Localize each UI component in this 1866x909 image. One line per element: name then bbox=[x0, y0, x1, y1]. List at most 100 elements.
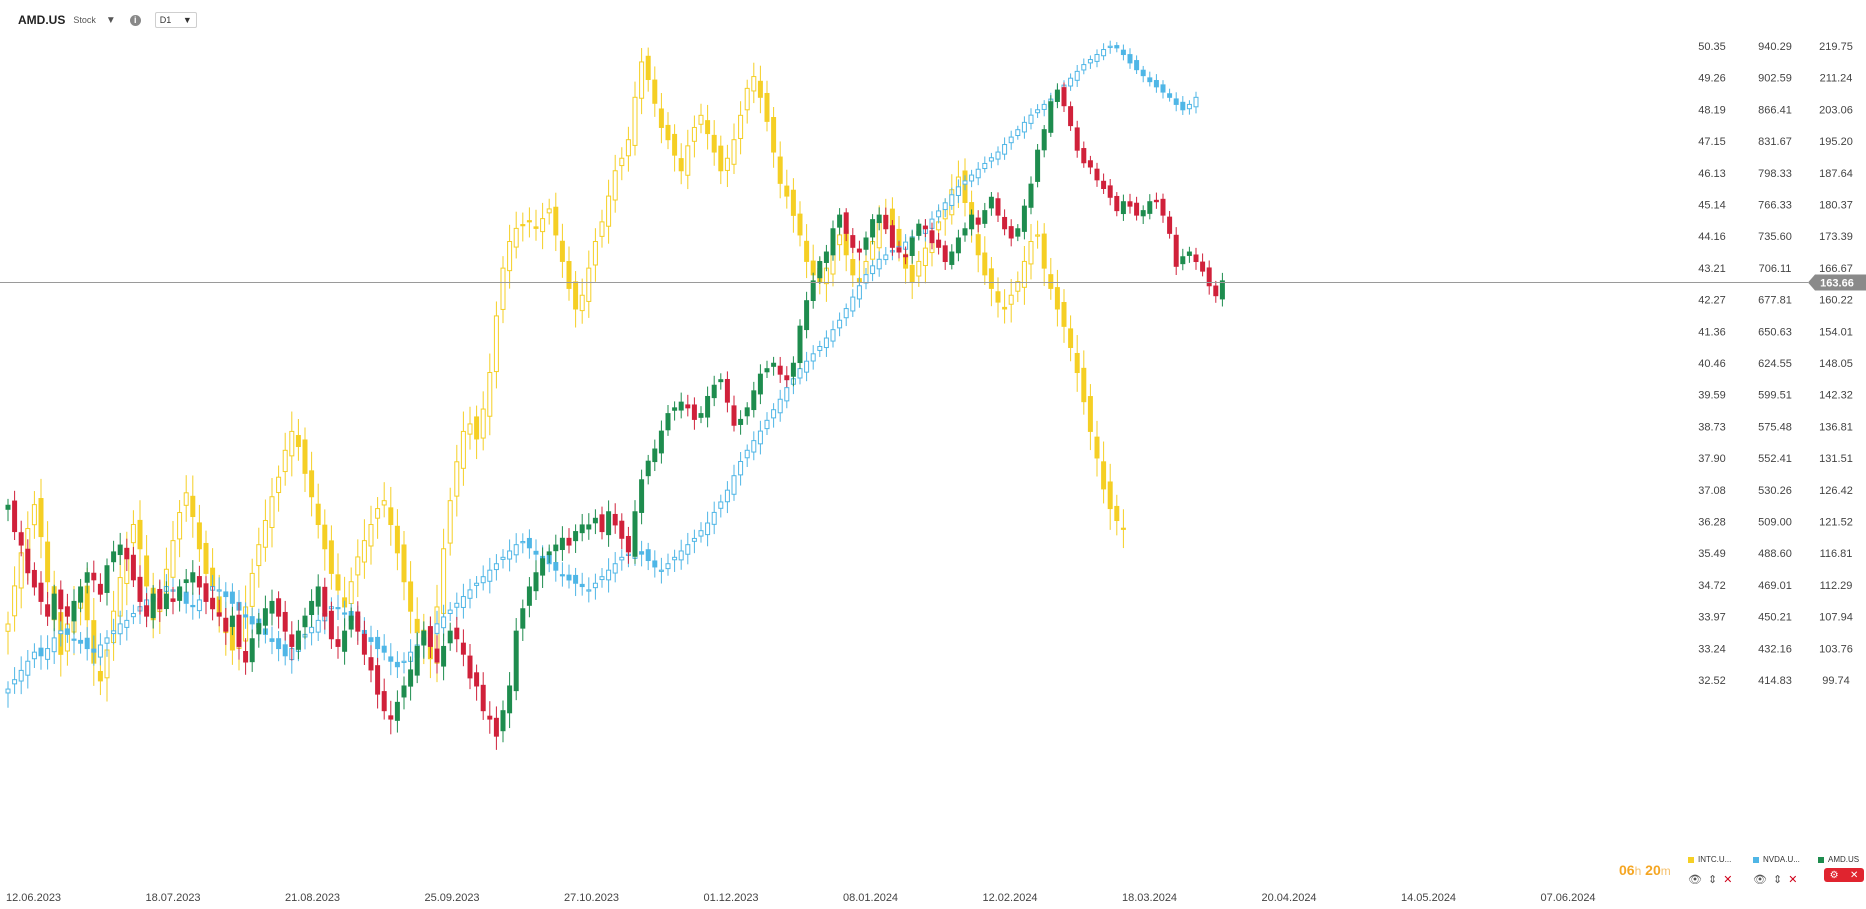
candle bbox=[606, 500, 612, 547]
candle bbox=[975, 210, 981, 233]
candle bbox=[718, 373, 724, 390]
candle bbox=[328, 601, 334, 649]
candle bbox=[843, 208, 849, 242]
candle bbox=[91, 635, 97, 666]
settings-icon[interactable]: ⚙ bbox=[1829, 869, 1839, 881]
intc-axis-tick: 47.15 bbox=[1698, 136, 1726, 148]
candle bbox=[1153, 192, 1159, 209]
candle bbox=[454, 592, 460, 620]
candle bbox=[619, 513, 625, 550]
candle bbox=[949, 244, 955, 270]
candle bbox=[685, 129, 691, 190]
candle bbox=[817, 340, 823, 358]
reorder-icon[interactable]: ⇕ bbox=[1772, 874, 1783, 886]
candle bbox=[78, 631, 84, 654]
candle bbox=[850, 289, 856, 317]
eye-icon[interactable]: 👁 bbox=[1753, 874, 1767, 886]
candle bbox=[757, 364, 763, 405]
candle bbox=[665, 112, 671, 150]
candle bbox=[328, 525, 334, 590]
candle bbox=[757, 65, 763, 114]
candle bbox=[474, 405, 480, 460]
candle bbox=[177, 579, 183, 612]
close-icon[interactable]: ✕ bbox=[1849, 869, 1859, 881]
reorder-icon[interactable]: ⇕ bbox=[1707, 874, 1718, 886]
candle bbox=[751, 62, 757, 104]
candle bbox=[982, 236, 988, 285]
candle bbox=[790, 178, 796, 233]
candle bbox=[724, 144, 730, 188]
symbol-dropdown-icon[interactable]: ▼ bbox=[105, 14, 116, 26]
candle bbox=[685, 394, 691, 417]
date-tick: 18.07.2023 bbox=[146, 892, 201, 904]
candle bbox=[243, 638, 249, 675]
candle bbox=[421, 621, 427, 659]
candle bbox=[988, 256, 994, 307]
candle bbox=[388, 700, 394, 735]
legend-intc-controls: 👁 ⇕ ✕ bbox=[1688, 873, 1738, 886]
candle bbox=[467, 578, 473, 609]
candle bbox=[1087, 55, 1093, 69]
candle bbox=[1028, 176, 1034, 215]
candle bbox=[586, 513, 592, 540]
candle bbox=[408, 656, 414, 701]
candle bbox=[381, 482, 387, 518]
candle bbox=[566, 564, 572, 589]
candle bbox=[942, 198, 948, 218]
eye-icon[interactable]: 👁 bbox=[1688, 874, 1702, 886]
candle bbox=[1134, 55, 1140, 74]
candle bbox=[691, 529, 697, 554]
candle bbox=[817, 256, 823, 284]
candle bbox=[790, 356, 796, 387]
candle bbox=[196, 504, 202, 562]
candle bbox=[738, 410, 744, 435]
candle bbox=[1186, 246, 1192, 263]
intc-axis-tick: 37.08 bbox=[1698, 485, 1726, 497]
chart-toolbar: AMD.US Stock ▼ i D1 ▼ bbox=[18, 10, 197, 30]
nvda-series bbox=[5, 40, 1199, 708]
legend-intc[interactable]: INTC.U... bbox=[1688, 855, 1731, 864]
candle bbox=[685, 532, 691, 565]
candle bbox=[823, 330, 829, 357]
nvda-axis-tick: 866.41 bbox=[1758, 104, 1792, 116]
candle bbox=[289, 621, 295, 661]
nvda-axis-tick: 650.63 bbox=[1758, 326, 1792, 338]
candle bbox=[969, 169, 975, 188]
candle bbox=[1140, 65, 1146, 83]
candle bbox=[526, 529, 532, 559]
candle bbox=[837, 208, 843, 235]
candle bbox=[394, 509, 400, 571]
candle bbox=[625, 126, 631, 172]
candle bbox=[295, 619, 301, 660]
candle bbox=[691, 115, 697, 158]
candle bbox=[1193, 91, 1199, 114]
symbol-name[interactable]: AMD.US bbox=[18, 13, 66, 27]
intc-axis-tick: 34.72 bbox=[1698, 580, 1726, 592]
interval-select[interactable]: D1 ▼ bbox=[154, 12, 197, 28]
candle bbox=[51, 628, 57, 665]
date-tick: 12.02.2024 bbox=[983, 892, 1038, 904]
legend-amd[interactable]: AMD.US bbox=[1818, 855, 1859, 864]
candle bbox=[751, 431, 757, 461]
intc-axis-tick: 33.24 bbox=[1698, 643, 1726, 655]
date-tick: 27.10.2023 bbox=[564, 892, 619, 904]
close-icon[interactable]: ✕ bbox=[1788, 874, 1798, 886]
candle bbox=[282, 600, 288, 641]
candle bbox=[711, 501, 717, 535]
candle bbox=[137, 565, 143, 615]
candle bbox=[566, 528, 572, 554]
amd-axis-tick: 211.24 bbox=[1820, 73, 1853, 85]
legend-nvda[interactable]: NVDA.U... bbox=[1753, 855, 1800, 864]
candle bbox=[269, 478, 275, 548]
candle bbox=[619, 147, 625, 181]
info-icon[interactable]: i bbox=[129, 14, 141, 26]
candle bbox=[309, 451, 315, 517]
candle bbox=[916, 219, 922, 241]
candle bbox=[1134, 196, 1140, 221]
candle bbox=[111, 618, 117, 645]
candle bbox=[520, 533, 526, 554]
candle bbox=[1074, 120, 1080, 158]
candle bbox=[1008, 278, 1014, 323]
close-icon[interactable]: ✕ bbox=[1723, 874, 1733, 886]
